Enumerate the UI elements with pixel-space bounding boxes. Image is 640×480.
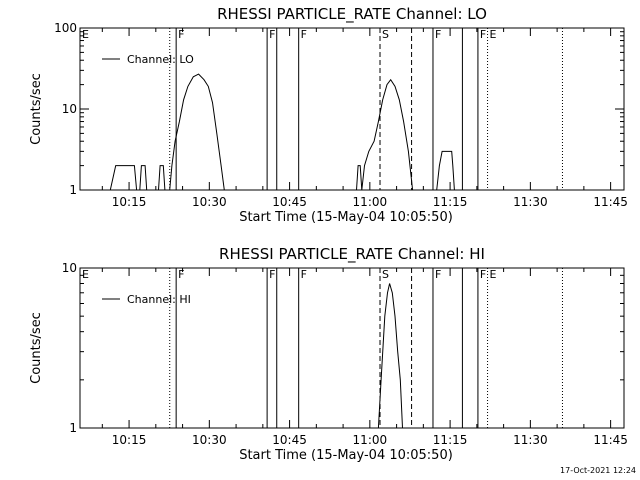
event-marker-label: F (435, 268, 441, 281)
y-tick-label: 100 (54, 21, 77, 35)
series-line-segment (158, 73, 225, 191)
x-tick-label: 11:45 (593, 195, 628, 209)
x-tick-label: 11:15 (433, 433, 468, 447)
y-axis-label: Counts/sec (29, 73, 44, 145)
event-marker-label: F (269, 28, 275, 41)
y-tick-label: 10 (62, 102, 77, 116)
x-tick-label: 10:15 (112, 433, 147, 447)
event-marker-label: F (269, 268, 275, 281)
x-axis-label: Start Time (15-May-04 10:05:50) (239, 210, 453, 225)
y-tick-label: 10 (62, 261, 77, 275)
y-tick-label: 1 (69, 421, 77, 435)
event-marker-label: F (480, 28, 486, 41)
y-tick-label: 1 (69, 183, 77, 197)
series-line-segment (356, 78, 414, 191)
x-tick-label: 11:00 (353, 433, 388, 447)
x-tick-label: 11:15 (433, 195, 468, 209)
x-tick-label: 11:45 (593, 433, 628, 447)
series-line-segment (377, 283, 403, 429)
x-tick-label: 10:45 (272, 195, 307, 209)
event-marker-label: F (435, 28, 441, 41)
x-tick-label: 11:00 (353, 195, 388, 209)
chart-title: RHESSI PARTICLE_RATE Channel: LO (217, 5, 487, 24)
event-marker-label: F (480, 268, 486, 281)
x-tick-label: 11:30 (513, 195, 548, 209)
x-tick-label: 11:30 (513, 433, 548, 447)
x-tick-label: 10:45 (272, 433, 307, 447)
plot-frame (79, 267, 625, 429)
panel-hi: RHESSI PARTICLE_RATE Channel: HI 1 10 Count… (29, 245, 628, 463)
event-marker-label: F (178, 28, 184, 41)
x-axis-label: Start Time (15-May-04 10:05:50) (239, 448, 453, 463)
event-marker-label: F (301, 28, 307, 41)
legend-label: Channel: HI (127, 293, 191, 306)
event-marker-label: F (178, 268, 184, 281)
corner-flag: E (82, 28, 89, 41)
y-axis-label: Counts/sec (29, 312, 44, 384)
chart-title: RHESSI PARTICLE_RATE Channel: HI (219, 245, 485, 264)
x-tick-label: 10:30 (192, 195, 227, 209)
x-tick-label: 10:15 (112, 195, 147, 209)
legend-label: Channel: LO (127, 53, 194, 66)
panel-lo: RHESSI PARTICLE_RATE Channel: LO 1 10 100 Co… (29, 5, 628, 225)
event-marker-label: E (490, 28, 497, 41)
event-marker-label: F (301, 268, 307, 281)
series-line-segment (436, 150, 455, 191)
series-line-segment (109, 165, 148, 191)
timestamp-label: 17-Oct-2021 12:24 (560, 466, 636, 475)
x-tick-label: 10:30 (192, 433, 227, 447)
event-marker-label: S (382, 268, 389, 281)
corner-flag: E (82, 268, 89, 281)
event-marker-label: E (490, 268, 497, 281)
event-marker-label: S (382, 28, 389, 41)
